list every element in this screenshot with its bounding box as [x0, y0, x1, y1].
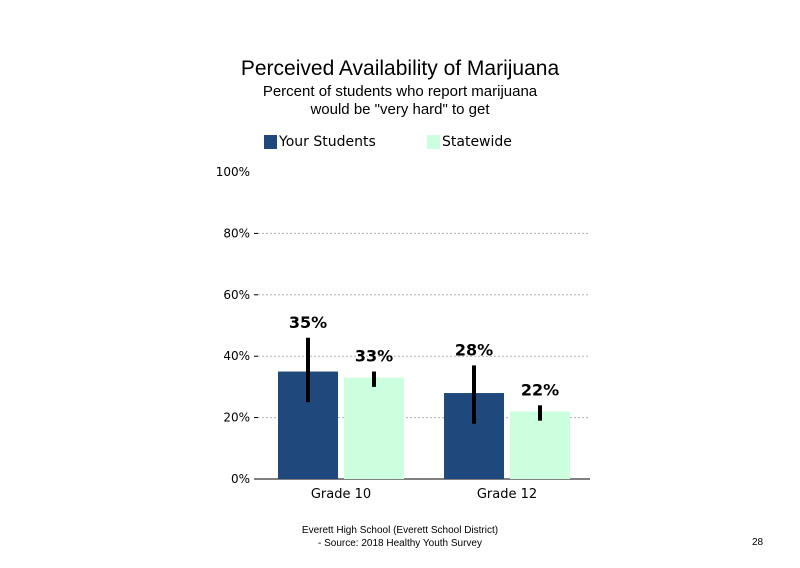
y-tick-label: 40% [223, 349, 250, 363]
legend-label-statewide: Statewide [442, 134, 512, 150]
chart-subtitle-line-2: would be "very hard" to get [310, 101, 490, 118]
legend-swatch-your-students [264, 135, 277, 149]
x-tick-label: Grade 12 [477, 487, 537, 502]
legend-item-statewide: Statewide [427, 133, 512, 151]
footer-source: - Source: 2018 Healthy Youth Survey [318, 538, 482, 549]
chart-subtitle-line-1: Percent of students who report marijuana [262, 83, 538, 100]
y-tick-label: 100% [216, 165, 250, 179]
data-label: 35% [289, 313, 327, 332]
page-number: 28 [752, 537, 764, 548]
y-tick-label: 60% [223, 288, 250, 302]
legend-label-your-students: Your Students [279, 134, 376, 150]
footer-school: Everett High School (Everett School Dist… [301, 525, 499, 536]
y-tick-label: 0% [231, 472, 250, 486]
data-label: 33% [355, 347, 393, 366]
chart-title: Perceived Availability of Marijuana [240, 57, 560, 80]
y-tick-label: 20% [223, 411, 250, 425]
bar [344, 377, 404, 479]
data-label: 28% [455, 340, 493, 359]
bar [510, 411, 570, 479]
legend-swatch-statewide [427, 135, 440, 149]
y-tick-label: 80% [223, 226, 250, 240]
x-tick-label: Grade 10 [311, 487, 371, 502]
data-label: 22% [521, 380, 559, 399]
legend-item-your-students: Your Students [264, 133, 376, 151]
